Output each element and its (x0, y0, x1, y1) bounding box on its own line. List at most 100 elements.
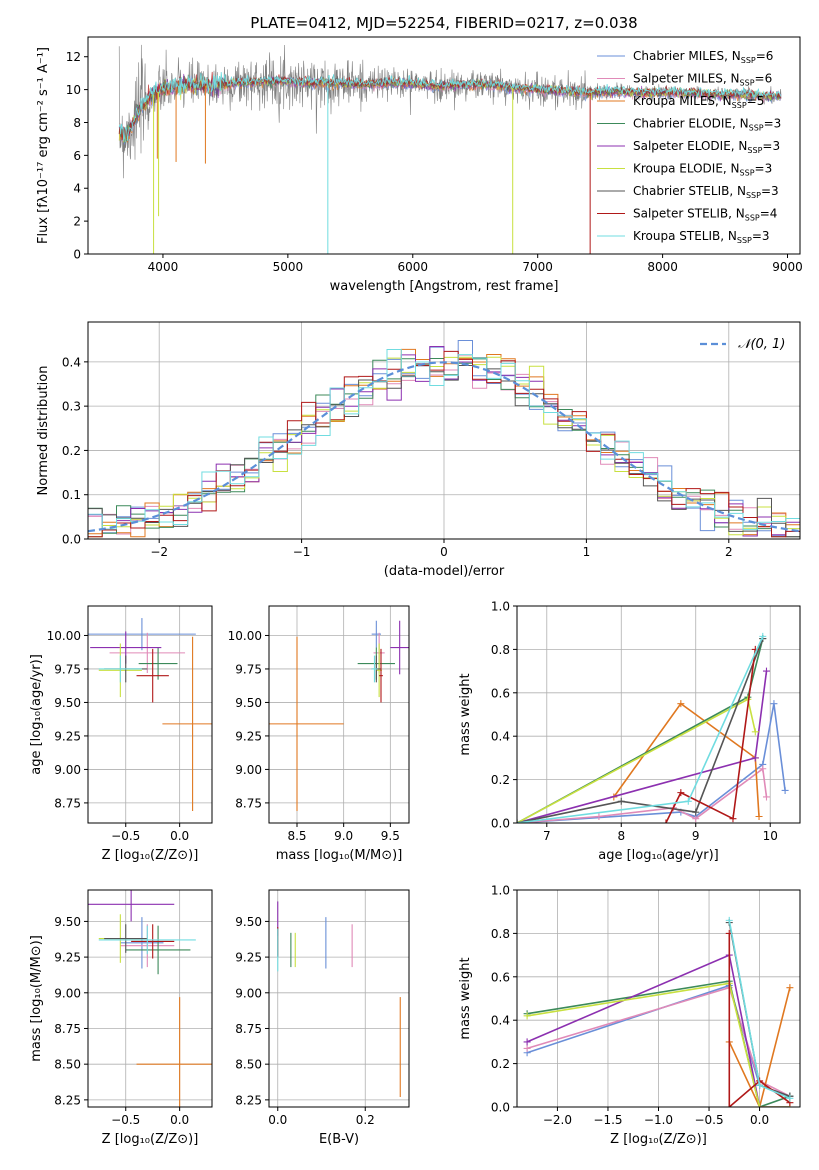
series-marker (762, 793, 770, 801)
y-tick-label: 0.4 (491, 1014, 510, 1028)
plot-area (88, 340, 800, 538)
x-tick-label: 0.0 (750, 1113, 769, 1127)
axes-frame (268, 605, 410, 824)
panel-age-vs-mass: 8.5 9.0 9.5 8.75 9.00 9.25 9.50 9.75 10.00 mass [… (228, 605, 410, 863)
axes: −2.0 −1.5 −1.0 −0.5 0.0 0.0 0.2 0.4 0.6 0.8 1.0 Z [… (458, 884, 801, 1147)
axes-frame (87, 605, 213, 824)
model-spectrum-salpeter-stelib (118, 71, 782, 141)
x-axis-label: Z [log₁₀(Z/Z⊙)] (102, 848, 199, 863)
y-tick-label: 0.8 (491, 643, 510, 657)
x-tick-label: 0.0 (268, 1113, 287, 1127)
histogram-kroupa-stelib (88, 349, 800, 531)
y-tick-label: 4 (73, 182, 81, 196)
panel-mass-weight-vs-Z: −2.0 −1.5 −1.0 −0.5 0.0 0.0 0.2 0.4 0.6 0.8 1.0 Z [… (458, 884, 801, 1147)
y-tick-label: 1.0 (491, 884, 510, 898)
legend-count: =3 (761, 184, 779, 198)
y-tick-label: 0.3 (62, 400, 81, 414)
y-tick-label: 10.00 (228, 629, 262, 643)
x-tick-label: 8 (617, 829, 625, 843)
errorbar-point (390, 620, 409, 675)
series-marker (523, 1012, 531, 1020)
y-axis-label: mass weight (458, 673, 473, 755)
errorbar-point (371, 655, 378, 683)
series-marker (523, 1038, 531, 1046)
y-tick-label: 1.0 (491, 600, 510, 614)
series-marker (786, 1094, 794, 1102)
x-tick-label: 0.2 (356, 1113, 375, 1127)
series-line (728, 987, 791, 1107)
series-marker (662, 819, 670, 823)
y-axis-label: Normed distribution (36, 366, 51, 496)
x-tick-label: −1.5 (593, 1113, 622, 1127)
legend-subscript: SSP (740, 79, 755, 88)
model-spectrum-kroupa-stelib (118, 71, 782, 141)
errorbar-point (120, 917, 164, 969)
series-line (517, 636, 764, 823)
y-tick-label: 9.50 (235, 696, 262, 710)
axes: 4000 5000 6000 7000 8000 9000 0 2 4 6 8 10 12 wavelen… (36, 36, 803, 294)
legend-subscript: SSP (747, 146, 762, 155)
plot-area (277, 901, 401, 1098)
plot-area (269, 620, 409, 811)
panel-mass-vs-ebv: 0.0 0.2 8.25 8.50 8.75 9.00 9.25 9.50 E(B-V) (235, 889, 410, 1147)
errorbar-point (98, 925, 196, 955)
y-tick-label: 6 (73, 149, 81, 163)
y-tick-label: 0.2 (491, 773, 510, 787)
panel-spectrum: 4000 5000 6000 7000 8000 9000 0 2 4 6 8 10 12 wavelen… (36, 36, 803, 294)
axes: 7 8 9 10 0.0 0.2 0.4 0.6 0.8 1.0 age [log₁₀(age/yr… (458, 600, 801, 863)
series-marker (756, 1081, 764, 1089)
series-marker (756, 1103, 764, 1107)
y-axis-label: age [log₁₀(age/yr)] (29, 654, 44, 775)
legend-label: Chabrier STELIB, NSSP=3 (633, 184, 779, 200)
errorbar-point (136, 997, 212, 1107)
panel-mass-vs-Z: −0.5 0.0 8.25 8.50 8.75 9.00 9.25 9.50 Z [log₁₀(… (29, 889, 213, 1147)
legend-label: Kroupa ELODIE, NSSP=3 (633, 162, 772, 178)
y-tick-label: 0.2 (491, 1057, 510, 1071)
series-marker (770, 700, 778, 708)
axes-frame (87, 889, 213, 1108)
legend-label: Chabrier ELODIE, NSSP=3 (633, 117, 781, 133)
x-tick-label: 9000 (772, 260, 803, 274)
x-tick-label: 2 (725, 545, 733, 559)
histogram-salpeter-stelib (88, 350, 800, 538)
y-tick-label: 0.6 (491, 970, 510, 984)
legend-subscript: SSP (741, 56, 756, 65)
panel-age-vs-Z: −0.5 0.0 8.75 9.00 9.25 9.50 9.75 10.00 Z [log₁₀… (29, 605, 213, 863)
y-tick-label: 8.50 (54, 1058, 81, 1072)
y-tick-label: 9.50 (54, 696, 81, 710)
x-tick-label: 7 (543, 829, 551, 843)
histogram-salpeter-elodie (88, 346, 800, 537)
y-axis-label: mass weight (458, 957, 473, 1039)
axes: −2 −1 0 1 2 0.0 0.1 0.2 0.3 0.4 (data-model)/error… (36, 321, 801, 579)
plot-area (118, 44, 782, 254)
series-line (665, 649, 757, 823)
y-tick-label: 9.25 (54, 729, 81, 743)
legend-subscript: SSP (745, 214, 760, 223)
y-tick-label: 9.00 (54, 763, 81, 777)
x-tick-label: −2.0 (543, 1113, 572, 1127)
axes-frame (87, 36, 801, 255)
legend-subscript: SSP (740, 169, 755, 178)
legend-count: =6 (756, 49, 774, 63)
series-marker (692, 808, 700, 816)
series-marker (677, 789, 685, 797)
legend-count: =5 (747, 94, 765, 108)
y-tick-label: 0.6 (491, 686, 510, 700)
x-tick-label: −0.5 (111, 1113, 140, 1127)
y-tick-label: 8.75 (235, 1022, 262, 1036)
legend: Chabrier MILES, NSSP=6 Salpeter MILES, NS… (597, 49, 781, 245)
legend-subscript: SSP (746, 191, 761, 200)
legend-count: =4 (760, 207, 778, 221)
y-axis-label: Flux [fλ10⁻¹⁷ erg cm⁻² s⁻¹ A⁻¹] (36, 47, 51, 244)
y-tick-label: 2 (73, 215, 81, 229)
y-tick-label: 9.00 (235, 763, 262, 777)
series-line (526, 982, 790, 1107)
series-line (613, 702, 760, 817)
x-tick-label: 4000 (148, 260, 179, 274)
x-axis-label: age [log₁₀(age/yr)] (598, 848, 719, 863)
x-tick-label: 8.5 (287, 829, 306, 843)
figure-title: PLATE=0412, MJD=52254, FIBERID=0217, z=0… (250, 14, 637, 32)
legend-label: Salpeter ELODIE, NSSP=3 (633, 139, 780, 155)
y-tick-label: 9.25 (235, 951, 262, 965)
